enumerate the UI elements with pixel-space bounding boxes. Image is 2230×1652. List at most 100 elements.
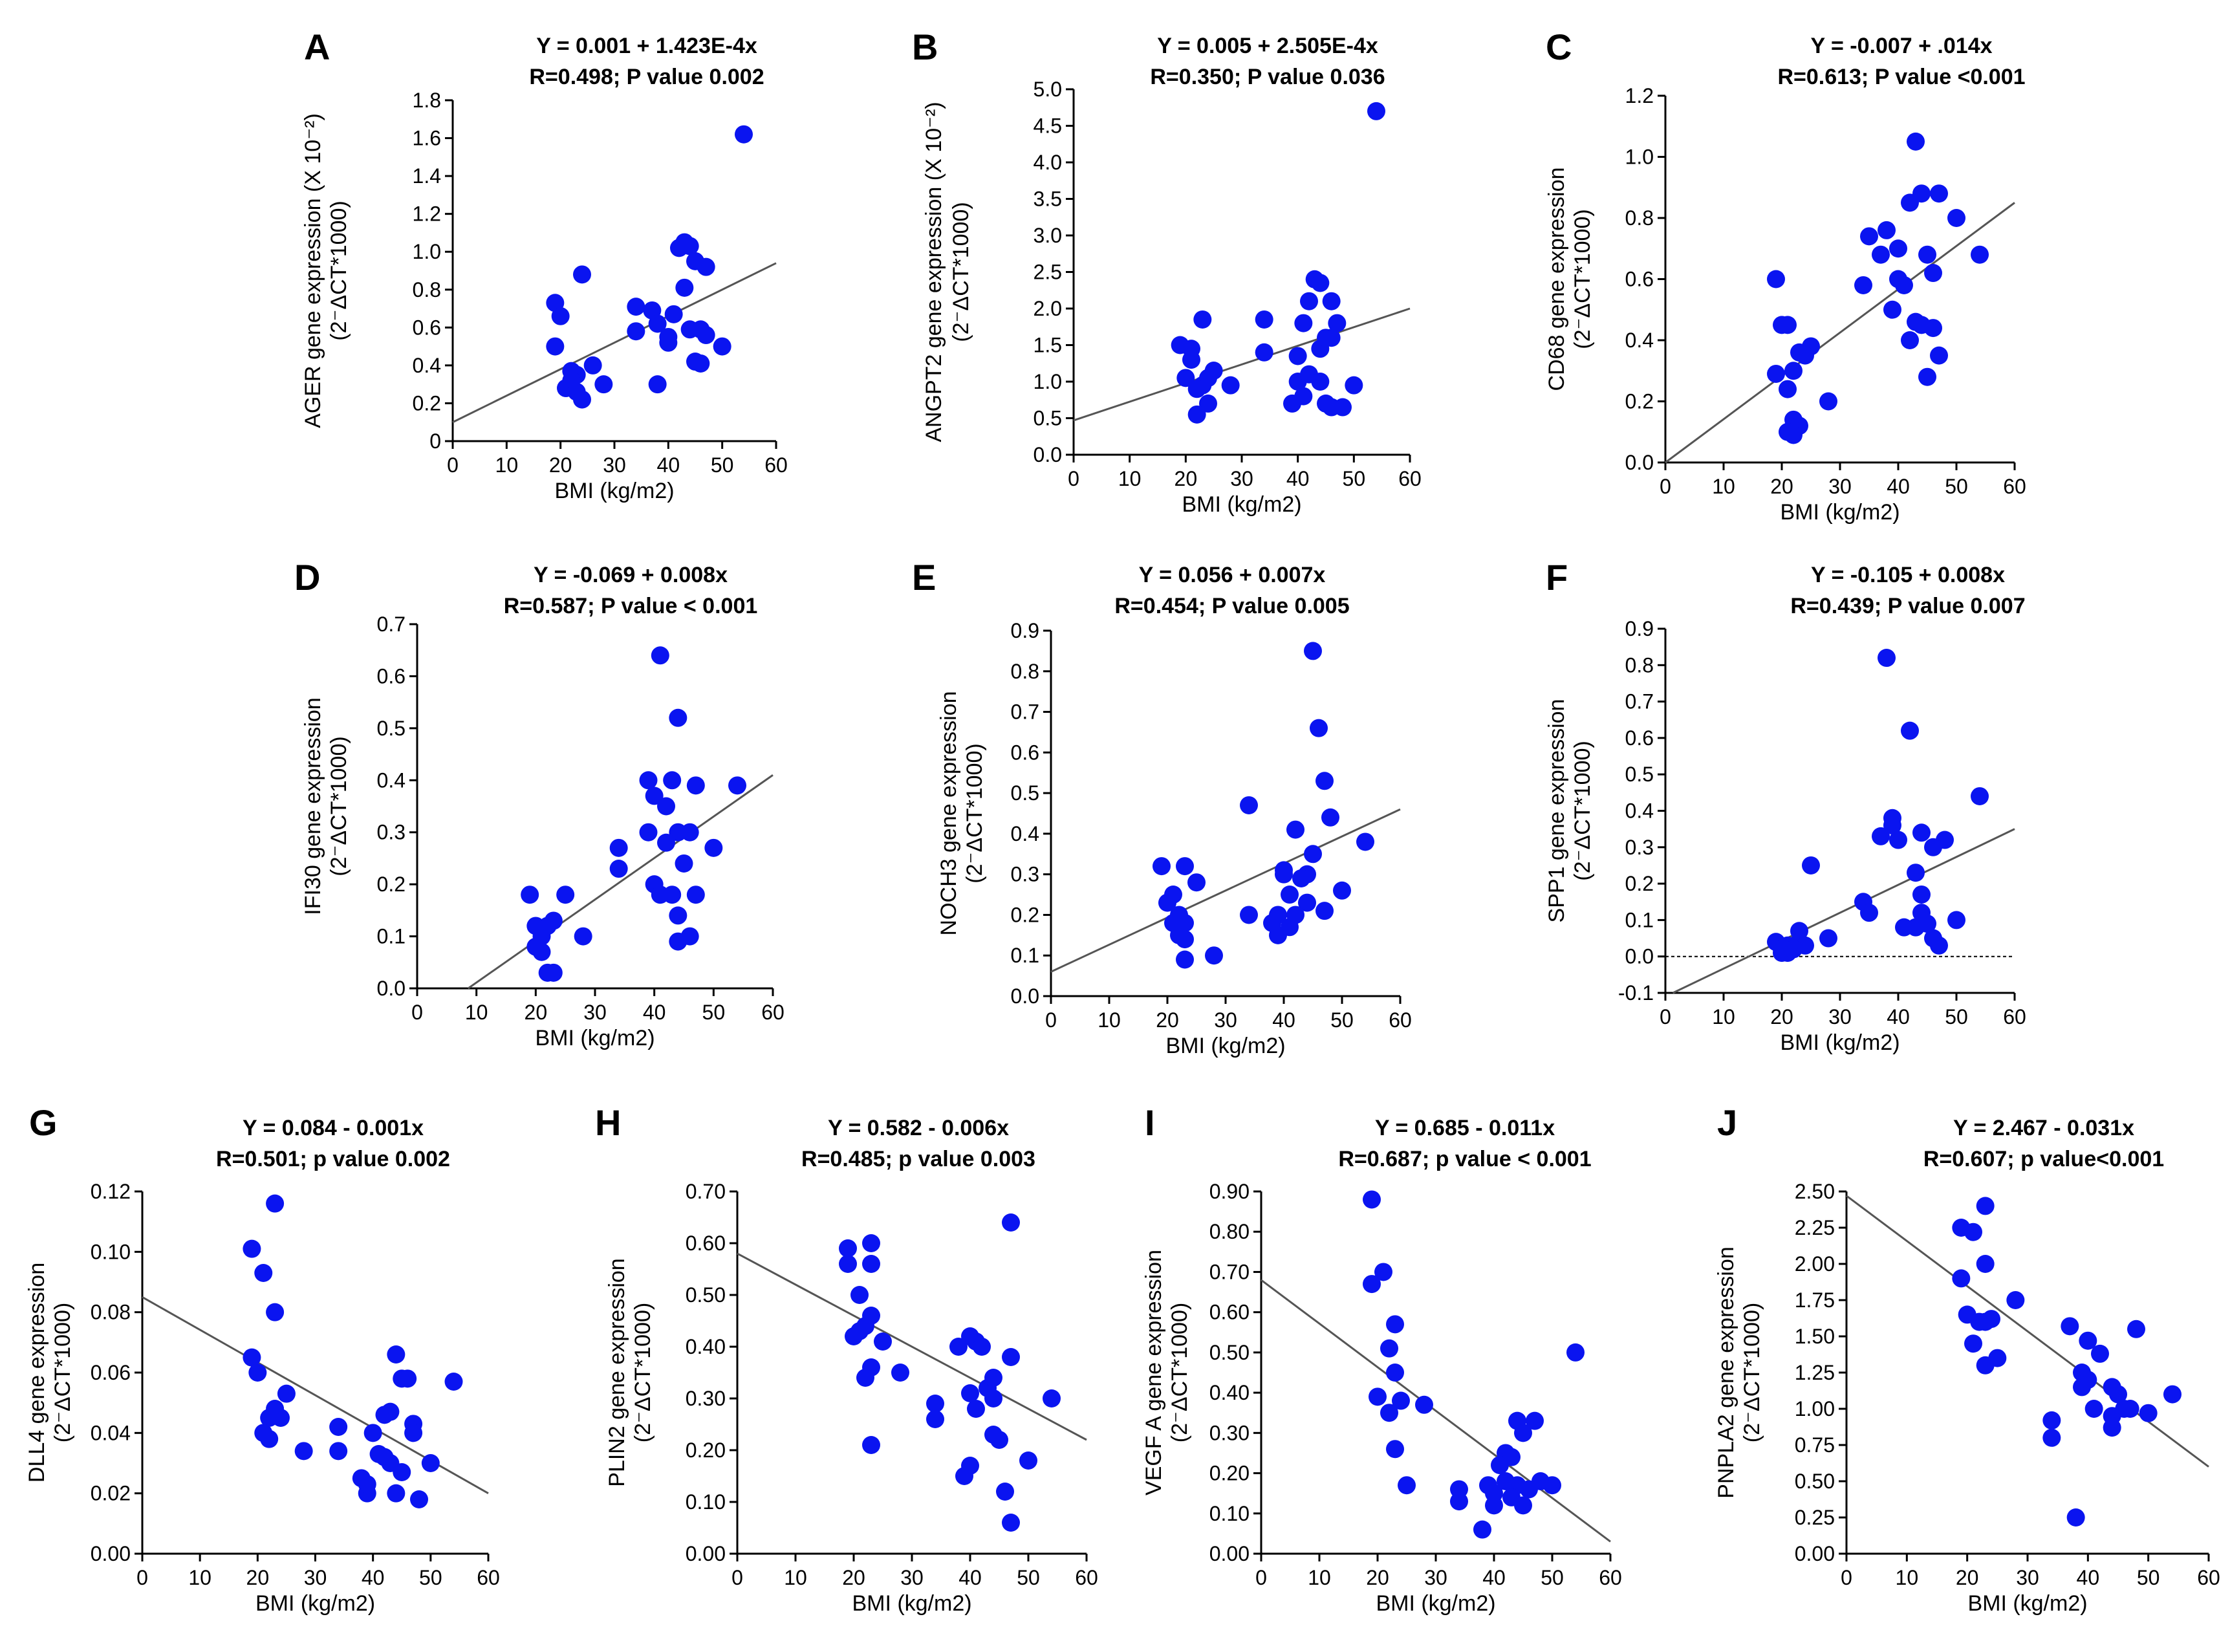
data-point [874,1332,892,1351]
data-point [1784,362,1802,380]
regression-line [467,774,774,990]
y-tick-label: 2.25 [1795,1216,1835,1239]
y-axis-subtitle: (2⁻ΔCT*1000) [50,1303,75,1442]
x-tick-label: 60 [2003,1005,2026,1028]
x-tick-label: 40 [657,453,680,477]
y-tick-label: 0 [429,429,441,453]
x-tick-label: 0 [1068,467,1079,490]
x-tick-label: 60 [761,1001,785,1024]
x-tick-label: 60 [2003,475,2026,498]
x-tick-label: 30 [1828,475,1852,498]
y-tick-label: 0.02 [91,1482,131,1505]
data-point [669,708,687,727]
data-point [1872,827,1890,845]
y-tick-label: 0.40 [686,1335,726,1358]
data-point [664,305,683,323]
y-tick-label: 0.80 [1209,1220,1250,1243]
y-tick-label: 1.0 [413,240,441,263]
data-point [1193,310,1212,329]
x-tick-label: 20 [1770,475,1793,498]
y-tick-label: 0.60 [1209,1301,1250,1324]
chart-panel-f: F Y = -0.105 + 0.008x R=0.439; P value 0.0… [1544,557,2026,1055]
x-tick-label: 20 [1175,467,1198,490]
y-axis-subtitle: (2⁻ΔCT*1000) [1570,209,1595,349]
data-point [1907,132,1925,151]
regression-equation: Y = 0.685 - 0.011x [1375,1116,1555,1140]
data-point [1187,405,1206,424]
x-tick-label: 50 [1017,1566,1040,1589]
x-axis-title: BMI (kg/m2) [1967,1591,2087,1616]
data-point [1924,319,1942,338]
x-tick-label: 20 [1156,1008,1179,1032]
data-point [639,823,658,842]
data-point [1275,861,1293,880]
data-point [1334,398,1352,417]
data-point [1895,276,1913,294]
regression-stats: R=0.587; P value < 0.001 [504,594,758,618]
data-point [1936,831,1954,849]
y-tick-label: 0.1 [1011,944,1039,967]
data-point [1901,193,1919,212]
y-tick-label: 0.08 [91,1301,131,1324]
data-point [1176,369,1195,387]
regression-line [1261,1279,1611,1543]
data-point [670,239,688,257]
data-point [1205,946,1223,965]
data-point [387,1484,406,1503]
y-tick-label: 0.70 [686,1180,726,1203]
data-point [1199,394,1217,413]
data-point [381,1402,400,1421]
y-tick-label: 1.75 [1795,1288,1835,1312]
data-point [1187,873,1206,892]
regression-stats: R=0.607; p value<0.001 [1923,1147,2164,1171]
data-point [1883,816,1901,835]
data-point [387,1345,406,1364]
data-point [444,1373,463,1391]
regression-line [1672,828,2015,994]
y-tick-label: 0.10 [91,1240,131,1263]
x-tick-label: 50 [2137,1566,2160,1589]
y-tick-label: 0.0 [1011,984,1039,1008]
x-tick-label: 0 [1660,1005,1671,1028]
x-tick-label: 40 [1286,467,1310,490]
data-point [1315,902,1334,920]
x-tick-label: 40 [958,1566,982,1589]
data-point [1947,911,1965,929]
data-point [1380,1404,1398,1422]
data-point [2163,1385,2181,1404]
data-point [686,776,705,795]
data-point [1294,314,1313,332]
y-tick-label: 0.0 [377,977,406,1000]
data-point [1543,1476,1561,1495]
data-point [1153,857,1171,876]
y-tick-label: 0.00 [1795,1542,1835,1565]
regression-equation: Y = 0.084 - 0.001x [243,1116,424,1140]
data-point [1311,274,1330,292]
data-point [1767,270,1785,288]
y-tick-label: 0.4 [1011,822,1039,845]
data-point [574,927,592,946]
y-tick-label: 0.0 [1625,451,1654,474]
data-point [1386,1315,1404,1334]
data-point [329,1442,348,1461]
data-point [1779,316,1797,334]
data-point [1918,245,1936,264]
data-point [1315,772,1334,790]
data-point [1819,929,1837,948]
data-point [609,838,628,857]
panel-letter: H [595,1102,621,1143]
y-tick-label: 0.8 [1625,206,1654,230]
y-tick-label: 0.5 [377,717,406,740]
x-tick-label: 0 [136,1566,148,1589]
data-point [1019,1451,1037,1470]
x-tick-label: 50 [1541,1566,1564,1589]
y-tick-label: 0.50 [1209,1341,1250,1364]
y-tick-label: 2.00 [1795,1252,1835,1276]
y-tick-label: 0.00 [91,1542,131,1565]
data-point [675,278,694,297]
data-point [675,854,693,873]
data-point [1982,1310,2000,1329]
x-tick-label: 10 [1118,467,1142,490]
y-tick-label: 0.1 [377,925,406,948]
panel-letter: F [1546,557,1568,598]
